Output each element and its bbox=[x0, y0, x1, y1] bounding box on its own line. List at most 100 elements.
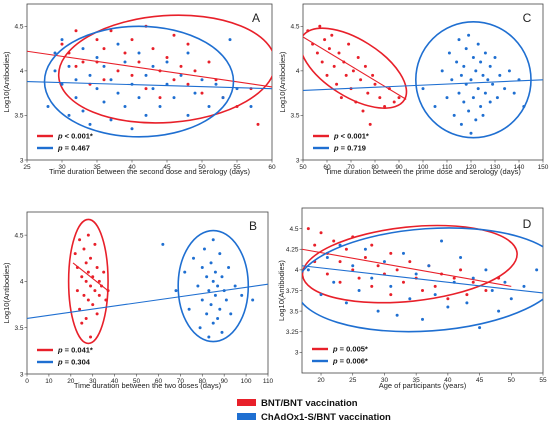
data-point bbox=[478, 326, 482, 330]
data-point bbox=[53, 69, 57, 73]
data-point bbox=[401, 280, 405, 284]
y-tick-label: 3.5 bbox=[290, 113, 299, 120]
data-point bbox=[224, 298, 228, 302]
data-point bbox=[137, 51, 141, 55]
data-point bbox=[78, 307, 82, 311]
x-tick-label: 60 bbox=[155, 378, 163, 385]
series-chadox bbox=[27, 25, 272, 138]
data-point bbox=[207, 60, 211, 64]
y-tick-label: 3.25 bbox=[286, 329, 299, 336]
y-tick-label: 4.5 bbox=[289, 226, 298, 233]
data-point bbox=[495, 96, 499, 100]
data-point bbox=[192, 256, 196, 260]
data-point bbox=[84, 279, 88, 283]
data-point bbox=[116, 69, 120, 73]
regression-line bbox=[303, 36, 407, 100]
data-point bbox=[421, 289, 424, 292]
data-point bbox=[211, 321, 215, 325]
legend-label: ChAdOx1-S/BNT vaccination bbox=[261, 412, 391, 423]
data-point bbox=[376, 309, 380, 313]
data-point bbox=[46, 105, 50, 109]
x-tick-label: 60 bbox=[323, 164, 331, 171]
data-point bbox=[137, 96, 141, 100]
data-point bbox=[73, 252, 77, 256]
y-tick-label: 4 bbox=[295, 267, 299, 274]
data-point bbox=[209, 303, 213, 307]
x-tick-label: 110 bbox=[263, 378, 274, 385]
data-point bbox=[207, 335, 211, 339]
data-point bbox=[459, 122, 463, 126]
data-point bbox=[211, 238, 215, 242]
series-chadox bbox=[27, 229, 268, 343]
series-chadox bbox=[303, 21, 543, 139]
data-point bbox=[383, 105, 387, 109]
data-point bbox=[498, 73, 502, 77]
x-tick-label: 60 bbox=[268, 164, 276, 171]
p-value-label: p = 0.304 bbox=[57, 358, 91, 367]
x-tick-label: 45 bbox=[476, 377, 484, 384]
x-tick-label: 50 bbox=[299, 164, 307, 171]
data-point bbox=[93, 242, 97, 246]
confidence-ellipse bbox=[57, 14, 272, 124]
data-point bbox=[67, 64, 71, 68]
data-point bbox=[172, 33, 176, 37]
data-point bbox=[509, 297, 513, 301]
data-point bbox=[86, 298, 90, 302]
data-point bbox=[116, 91, 120, 95]
data-point bbox=[507, 69, 511, 73]
legend-swatch bbox=[237, 413, 256, 420]
data-point bbox=[220, 330, 224, 334]
data-point bbox=[389, 293, 393, 297]
data-point bbox=[488, 64, 492, 68]
data-point bbox=[86, 270, 90, 274]
data-point bbox=[165, 82, 169, 86]
confidence-ellipse bbox=[43, 25, 235, 138]
data-point bbox=[471, 96, 475, 100]
data-point bbox=[200, 91, 204, 95]
x-tick-label: 55 bbox=[233, 164, 241, 171]
data-point bbox=[319, 293, 323, 297]
data-point bbox=[123, 60, 127, 64]
data-point bbox=[497, 309, 501, 313]
x-axis-label: Age of participants (years) bbox=[379, 381, 467, 390]
data-point bbox=[130, 38, 134, 42]
data-point bbox=[357, 289, 361, 292]
data-point bbox=[172, 96, 176, 100]
data-point bbox=[363, 247, 367, 251]
data-point bbox=[89, 284, 93, 288]
p-value-label: p = 0.006* bbox=[332, 357, 368, 366]
data-point bbox=[95, 38, 99, 42]
data-point bbox=[75, 289, 79, 293]
y-tick-label: 3.5 bbox=[14, 325, 23, 332]
data-point bbox=[216, 284, 220, 288]
data-point bbox=[97, 279, 101, 283]
x-tick-label: 10 bbox=[45, 378, 53, 385]
x-tick-label: 150 bbox=[538, 164, 549, 171]
data-point bbox=[395, 313, 399, 317]
p-value-label: p < 0.001* bbox=[333, 132, 369, 141]
data-point bbox=[370, 243, 374, 247]
regression-line bbox=[72, 262, 109, 292]
data-point bbox=[433, 284, 437, 288]
x-tick-label: 120 bbox=[466, 164, 477, 171]
data-point bbox=[158, 105, 162, 109]
data-point bbox=[503, 280, 507, 284]
x-tick-label: 50 bbox=[198, 164, 206, 171]
data-point bbox=[95, 266, 99, 270]
data-point bbox=[60, 38, 64, 42]
x-tick-label: 70 bbox=[347, 164, 355, 171]
data-point bbox=[344, 301, 348, 305]
data-point bbox=[357, 276, 361, 280]
y-tick-label: 4.5 bbox=[14, 232, 23, 239]
data-point bbox=[216, 316, 220, 320]
data-point bbox=[465, 293, 469, 297]
data-point bbox=[421, 87, 425, 91]
data-point bbox=[488, 100, 492, 104]
y-tick-label: 4 bbox=[20, 279, 24, 286]
data-point bbox=[89, 256, 93, 260]
series-bnt bbox=[67, 218, 110, 345]
data-point bbox=[332, 64, 336, 68]
data-point bbox=[74, 78, 78, 82]
data-point bbox=[93, 289, 97, 293]
data-point bbox=[91, 303, 95, 307]
